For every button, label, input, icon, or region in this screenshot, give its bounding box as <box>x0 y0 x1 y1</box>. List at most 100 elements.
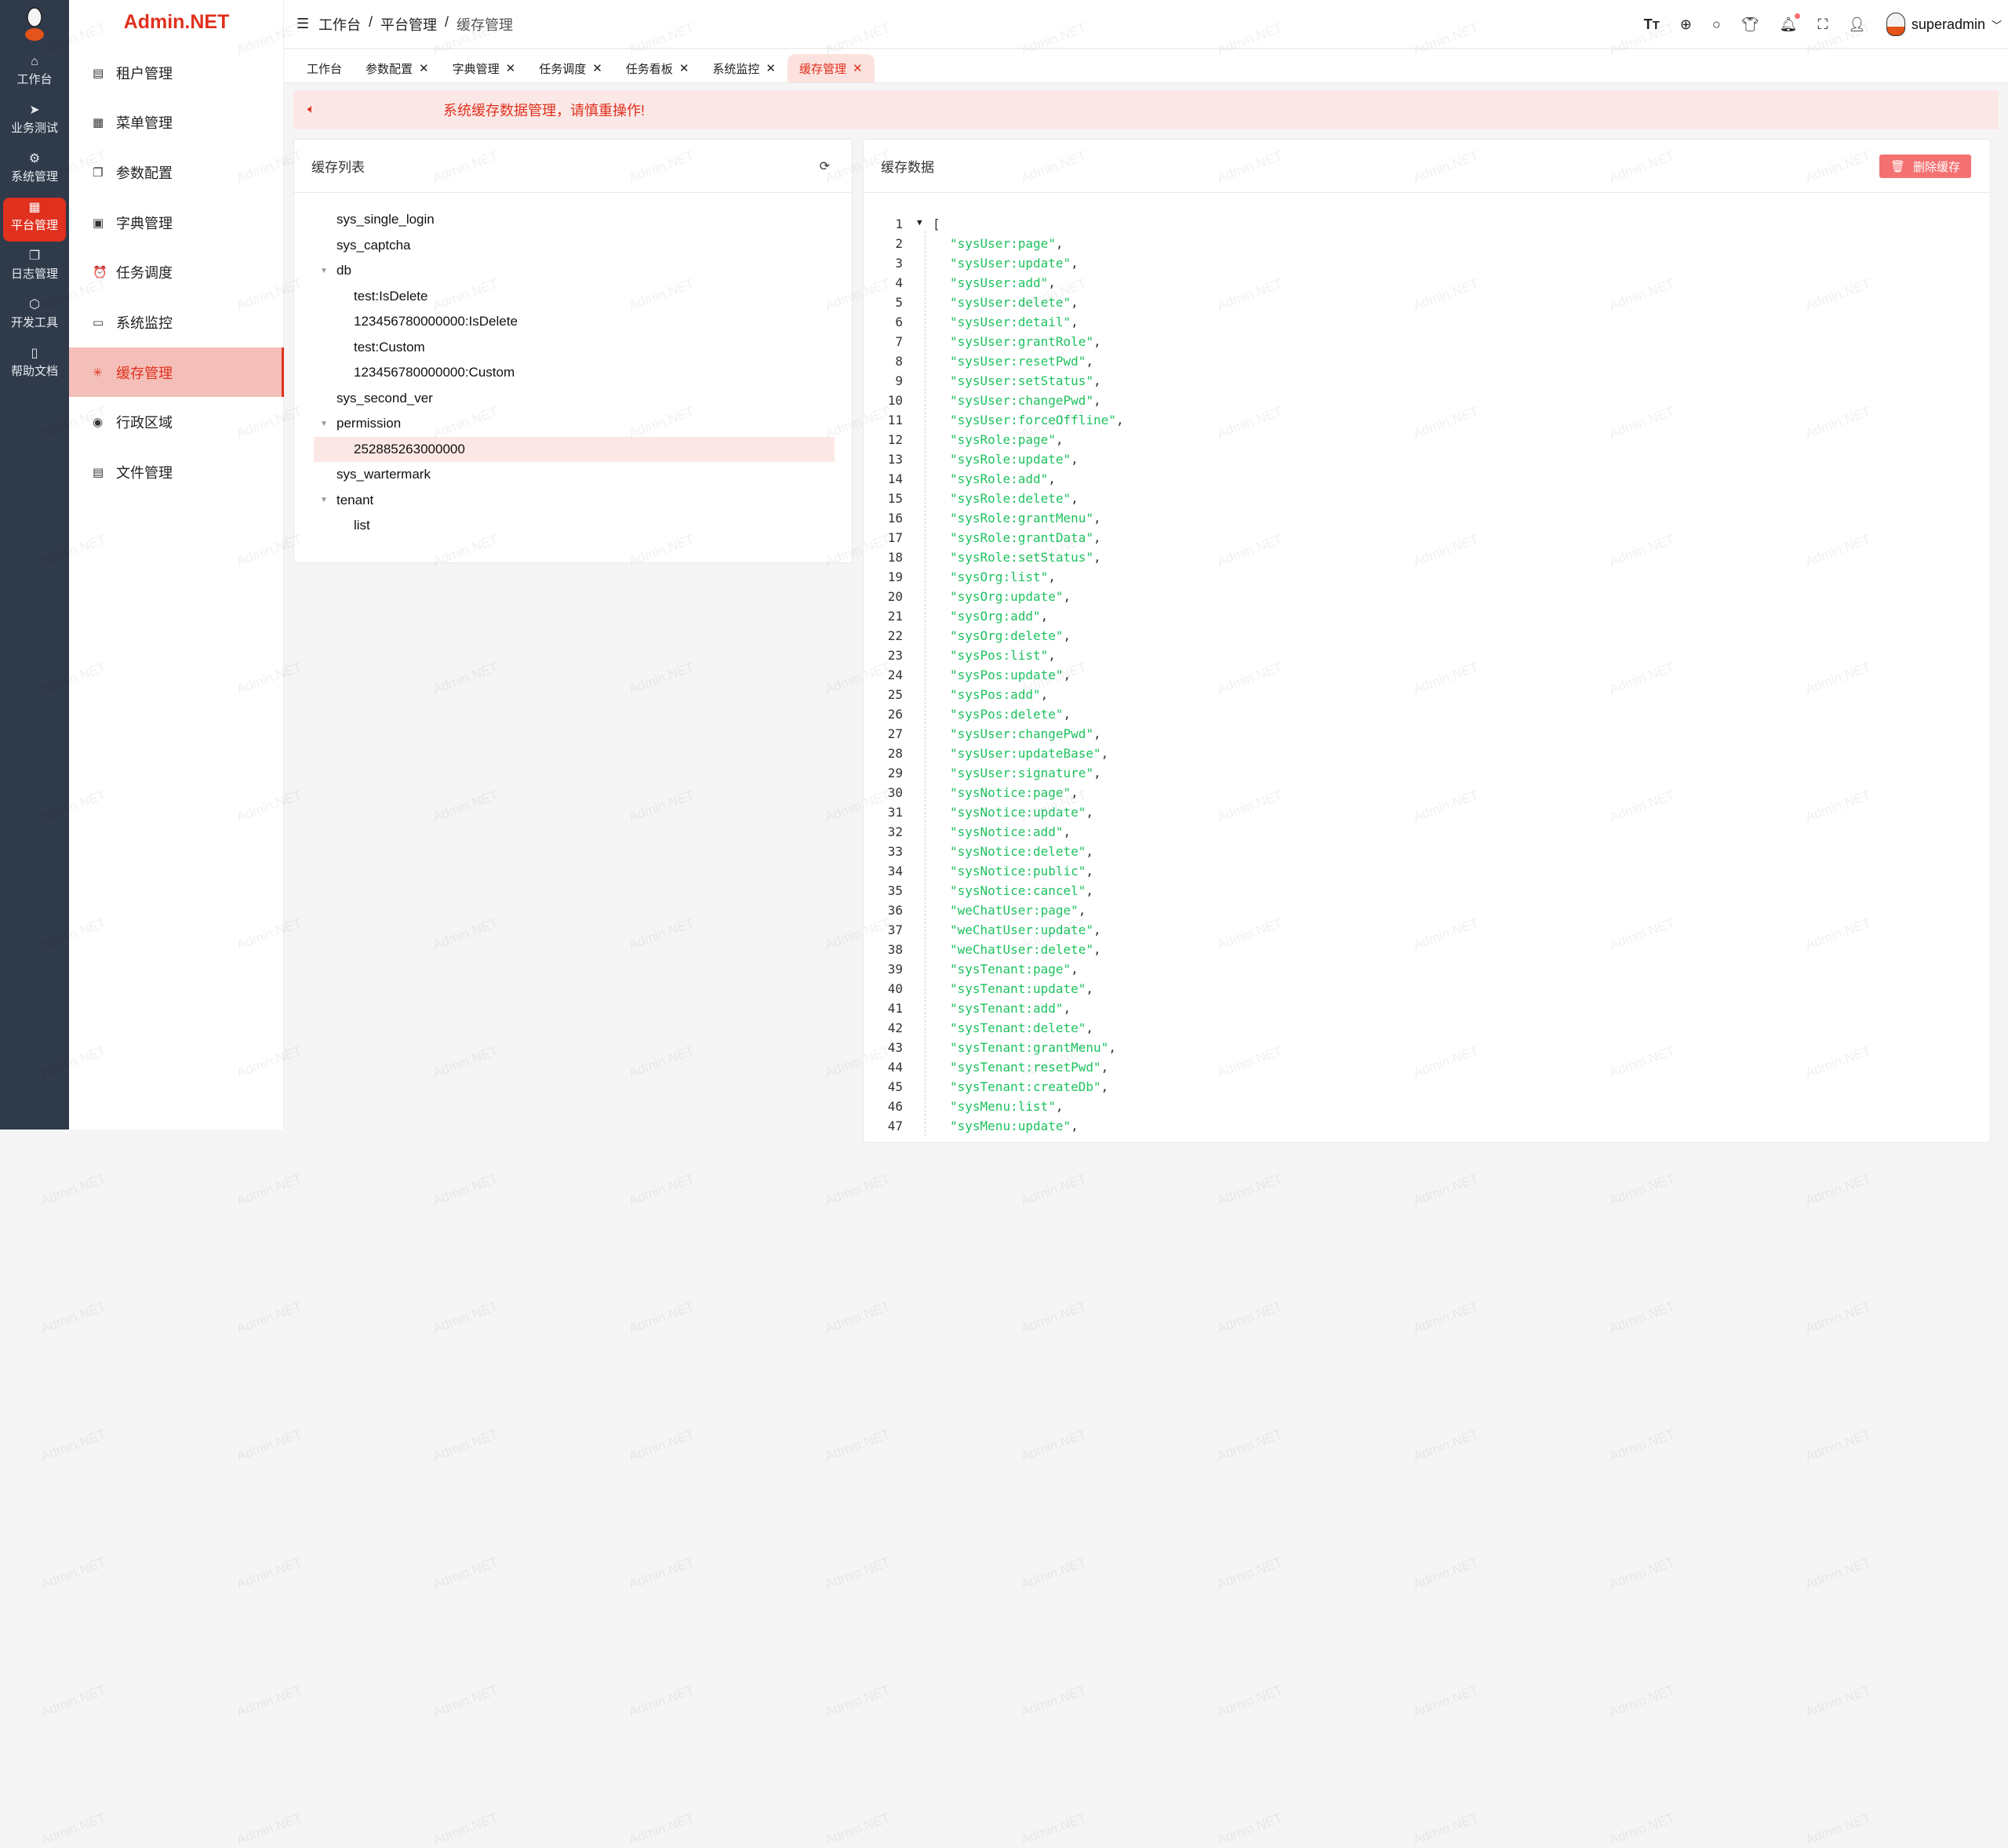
watermark: Admin.NET <box>1803 1810 1873 1848</box>
tree-node[interactable]: ▼ tenant <box>294 488 852 514</box>
tree-node[interactable]: 123456780000000:IsDelete <box>294 309 852 335</box>
json-comma: , <box>1071 452 1079 467</box>
fullscreen-icon[interactable]: ⛶ <box>1817 16 1828 32</box>
rail-item-2[interactable]: ⚙ 系统管理 <box>3 149 66 193</box>
json-comma: , <box>1093 334 1101 349</box>
tree-node[interactable]: list <box>294 513 852 539</box>
breadcrumb-item[interactable]: 工作台 <box>318 16 361 33</box>
json-comma: , <box>1086 864 1094 879</box>
caret-down-icon[interactable]: ▼ <box>320 266 328 275</box>
bell-icon[interactable]: 🔔︎ <box>1780 13 1801 33</box>
line-number: 38 <box>887 942 903 957</box>
tree-node[interactable]: 123456780000000:Custom <box>294 360 852 386</box>
submenu-item[interactable]: ❐ 参数配置 <box>69 147 284 197</box>
watermark: Admin.NET <box>627 1810 697 1848</box>
font-size-icon[interactable]: TT <box>1643 16 1660 32</box>
json-comma: , <box>1100 1079 1109 1094</box>
submenu: Admin.NET ▤ 租户管理 ▦ 菜单管理 ❐ 参数配置 ▣ 字典管理 ⏰ 任务调度 ▭ 系统监控… <box>69 0 284 1130</box>
line-number: 24 <box>887 668 903 682</box>
submenu-item[interactable]: ▤ 文件管理 <box>69 448 284 497</box>
submenu-item[interactable]: ▣ 字典管理 <box>69 198 284 247</box>
tree-node[interactable]: sys_second_ver <box>294 386 852 412</box>
code-line: 28 " sysUser:updateBase ", <box>864 744 1124 763</box>
json-quote: " <box>1063 256 1071 271</box>
refresh-icon[interactable]: ⟳ <box>819 159 830 173</box>
json-quote: " <box>1055 628 1064 643</box>
line-number: 7 <box>895 334 903 349</box>
tree-node[interactable]: test:IsDelete <box>294 284 852 310</box>
json-comma: , <box>1063 824 1071 839</box>
submenu-item[interactable]: ▤ 租户管理 <box>69 48 284 97</box>
caret-down-icon[interactable]: ▼ <box>320 419 328 428</box>
watermark: Admin.NET <box>627 1298 697 1337</box>
watermark: Admin.NET <box>431 1810 500 1848</box>
close-icon[interactable]: ✕ <box>505 62 516 75</box>
json-comma: , <box>1055 432 1064 447</box>
json-string: sysUser:changePwd <box>957 726 1086 741</box>
user-icon[interactable]: 👤︎ <box>1848 16 1866 32</box>
tab-item[interactable]: 字典管理 ✕ <box>441 54 528 82</box>
search-icon[interactable]: ○ <box>1712 16 1721 32</box>
json-quote: " <box>950 824 958 839</box>
submenu-item[interactable]: ◉ 行政区域 <box>69 398 284 447</box>
watermark: Admin.NET <box>431 1682 500 1720</box>
tree-node-label: test:Custom <box>354 339 425 355</box>
rail-item-6[interactable]: ▯ 帮助文档 <box>3 344 66 387</box>
line-number: 3 <box>895 256 903 271</box>
json-quote: " <box>950 373 958 388</box>
tree-node[interactable]: ▼ permission <box>294 411 852 437</box>
tab-item[interactable]: 缓存管理 ✕ <box>787 54 875 82</box>
watermark: Admin.NET <box>823 1170 893 1209</box>
watermark: Admin.NET <box>1803 1170 1873 1209</box>
rail-item-3[interactable]: ▦ 平台管理 <box>3 198 66 242</box>
tree-node[interactable]: sys_captcha <box>294 233 852 259</box>
user-menu[interactable]: superadmin ﹀ <box>1886 13 2002 36</box>
json-comma: , <box>1048 569 1056 584</box>
close-icon[interactable]: ✕ <box>419 62 429 75</box>
tab-item[interactable]: 参数配置 ✕ <box>354 54 441 82</box>
tab-item[interactable]: 任务看板 ✕ <box>614 54 701 82</box>
watermark: Admin.NET <box>1411 1554 1481 1592</box>
rail-item-label: 帮助文档 <box>10 365 58 378</box>
tab-item[interactable]: 系统监控 ✕ <box>700 54 788 82</box>
tree-node-label: sys_second_ver <box>336 390 433 406</box>
tree-node[interactable]: ▼ db <box>294 258 852 284</box>
tree-node[interactable]: 252885263000000 <box>314 436 835 462</box>
submenu-item[interactable]: ⏰ 任务调度 <box>69 248 284 297</box>
json-comma: , <box>1093 373 1101 388</box>
close-icon[interactable]: ✕ <box>678 62 689 75</box>
submenu-item[interactable]: ✳ 缓存管理 <box>69 347 284 398</box>
rail-item-1[interactable]: ➤ 业务测试 <box>3 100 66 144</box>
rail-item-0[interactable]: ⌂ 工作台 <box>3 52 66 96</box>
line-number: 9 <box>895 373 903 388</box>
json-string: sysUser:add <box>957 275 1041 290</box>
submenu-item[interactable]: ▭ 系统监控 <box>69 298 284 347</box>
json-string: sysOrg:update <box>957 589 1056 604</box>
rail-item-5[interactable]: ⬡ 开发工具 <box>3 295 66 339</box>
breadcrumb: 工作台 / 平台管理 / 缓存管理 <box>318 14 513 35</box>
submenu-item[interactable]: ▦ 菜单管理 <box>69 98 284 147</box>
tree-node[interactable]: sys_wartermark <box>294 462 852 488</box>
code-line: 9 " sysUser:setStatus ", <box>864 371 1124 391</box>
watermark: Admin.NET <box>1803 1682 1873 1720</box>
tree-node[interactable]: sys_single_login <box>294 207 852 233</box>
menu-collapse-icon[interactable]: ☰ <box>296 16 310 31</box>
tree-node[interactable]: test:Custom <box>294 335 852 361</box>
breadcrumb-current: 缓存管理 <box>457 16 514 33</box>
tab-item[interactable]: 任务调度 ✕ <box>527 54 614 82</box>
json-quote: " <box>1063 962 1071 977</box>
json-string: sysUser:resetPwd <box>957 354 1079 369</box>
code-line: 27 " sysUser:changePwd ", <box>864 724 1124 744</box>
json-quote: " <box>1086 511 1094 526</box>
language-icon[interactable]: ⊕ <box>1679 16 1692 32</box>
caret-down-icon[interactable]: ▼ <box>320 496 328 505</box>
delete-cache-button[interactable]: 🗑︎ 删除缓存 <box>1879 155 1971 178</box>
rail-item-4[interactable]: ❐ 日志管理 <box>3 246 66 290</box>
chevron-down-icon: ﹀ <box>1991 19 2002 31</box>
tab-item[interactable]: 工作台 <box>295 54 354 82</box>
breadcrumb-item[interactable]: 平台管理 <box>380 16 438 33</box>
close-icon[interactable]: ✕ <box>592 62 602 75</box>
theme-shirt-icon[interactable]: 👕︎ <box>1741 16 1759 32</box>
close-icon[interactable]: ✕ <box>766 62 776 75</box>
close-icon[interactable]: ✕ <box>853 62 863 75</box>
